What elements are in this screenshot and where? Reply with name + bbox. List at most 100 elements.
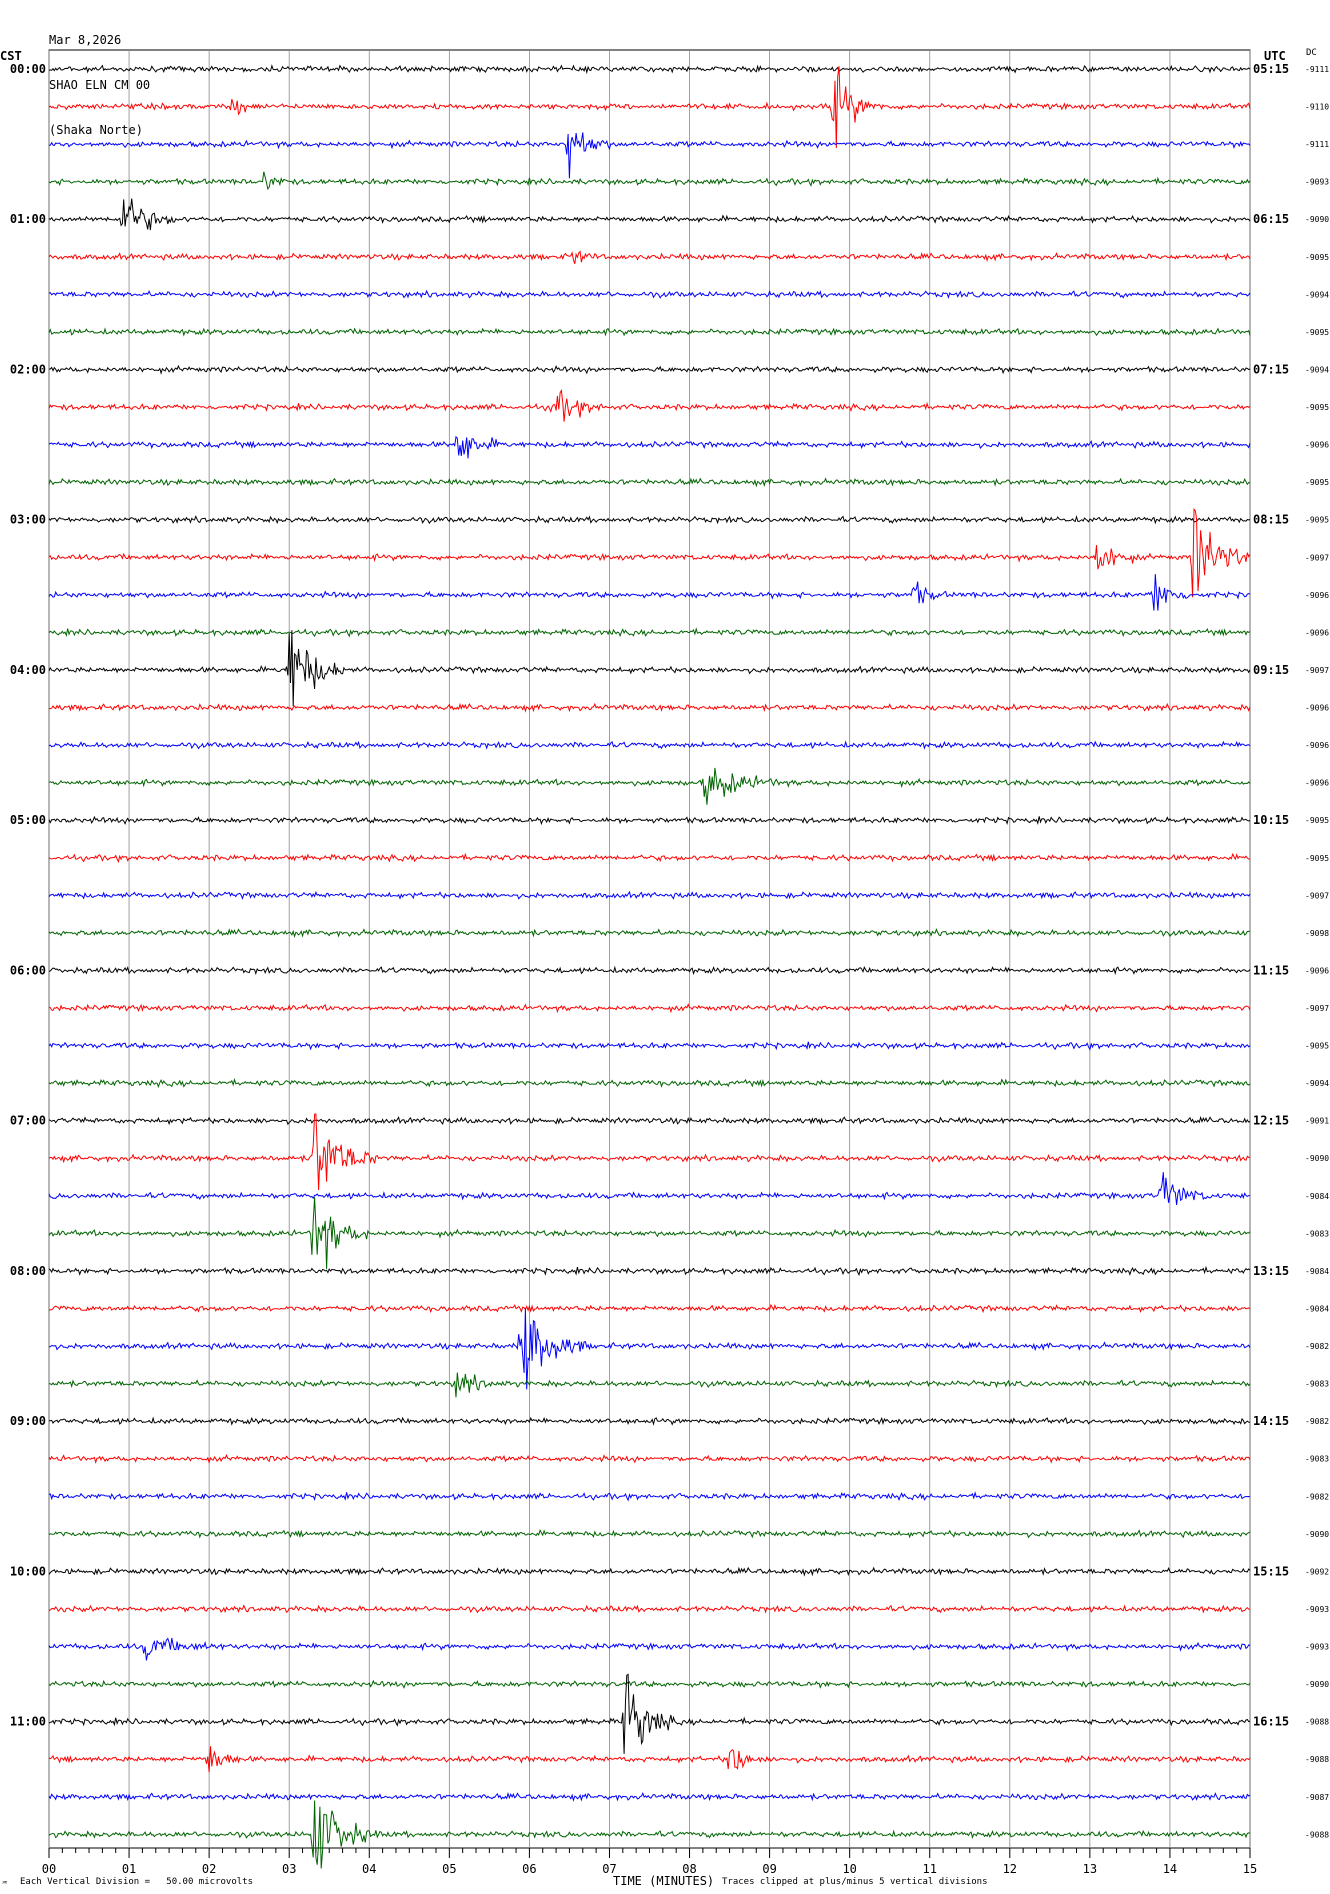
seismic-trace xyxy=(48,289,1251,300)
dc-offset-label: -9110 xyxy=(1305,103,1329,112)
seismic-trace xyxy=(48,1454,1251,1465)
clip-text: Traces clipped at plus/minus 5 vertical … xyxy=(722,1877,988,1887)
seismic-trace xyxy=(48,388,1251,422)
right-hour-label: 08:15 xyxy=(1253,513,1289,527)
left-hour-label: 00:00 xyxy=(10,62,46,76)
dc-offset-label: -9082 xyxy=(1305,1342,1329,1351)
dc-offset-label: -9097 xyxy=(1305,553,1329,562)
plot-frame xyxy=(48,49,1251,1849)
dc-offset-label: -9095 xyxy=(1305,1042,1329,1051)
seismic-trace xyxy=(48,64,1251,75)
seismic-trace xyxy=(48,1172,1250,1205)
seismic-trace xyxy=(48,66,1251,149)
x-tick-label: 07 xyxy=(602,1862,616,1876)
seismic-trace xyxy=(48,740,1251,750)
x-tick-label: 02 xyxy=(202,1862,216,1876)
right-timezone-label: UTC xyxy=(1264,49,1286,63)
dc-offset-label: -9087 xyxy=(1305,1793,1329,1802)
x-tick-label: 13 xyxy=(1083,1862,1097,1876)
left-hour-label: 02:00 xyxy=(10,362,46,376)
dc-offset-label: -9092 xyxy=(1305,1567,1329,1576)
right-hour-label: 16:15 xyxy=(1253,1715,1289,1729)
dc-offset-label: -9094 xyxy=(1305,290,1329,299)
seismic-trace xyxy=(48,890,1251,900)
dc-offset-label: -9096 xyxy=(1305,741,1329,750)
grid-layer xyxy=(48,49,1251,1858)
dc-offset-label: -9088 xyxy=(1305,1755,1329,1764)
seismic-trace xyxy=(48,1746,1251,1773)
seismic-trace xyxy=(48,327,1251,337)
dc-offset-label: -9095 xyxy=(1305,516,1329,525)
left-hour-label: 03:00 xyxy=(10,513,46,527)
seismic-trace xyxy=(48,630,1251,707)
right-hour-label: 07:15 xyxy=(1253,362,1289,376)
x-tick-label: 12 xyxy=(1003,1862,1017,1876)
left-hour-label: 10:00 xyxy=(10,1564,46,1578)
seismic-trace xyxy=(48,508,1251,598)
x-tick-label: 00 xyxy=(42,1862,56,1876)
x-tick-label: 11 xyxy=(923,1862,937,1876)
dc-offset-label: -9097 xyxy=(1305,666,1329,675)
dc-offset-label: -9090 xyxy=(1305,1530,1329,1539)
x-tick-label: 03 xyxy=(282,1862,296,1876)
seismic-trace xyxy=(48,815,1251,826)
x-tick-label: 06 xyxy=(522,1862,536,1876)
dc-offset-label: -9096 xyxy=(1305,441,1329,450)
station-label: SHAO ELN CM 00 xyxy=(49,78,151,92)
seismic-trace xyxy=(48,1003,1251,1014)
seismic-trace xyxy=(48,1529,1251,1539)
seismic-trace xyxy=(48,364,1251,375)
left-hour-label: 06:00 xyxy=(10,963,46,977)
dc-offset-label: -9084 xyxy=(1305,1267,1329,1276)
seismic-trace xyxy=(48,1637,1251,1661)
seismic-trace xyxy=(48,1115,1251,1126)
dc-offset-label: -9111 xyxy=(1305,65,1329,74)
x-axis-label: TIME (MINUTES) xyxy=(613,1874,715,1888)
seismic-trace xyxy=(48,1265,1251,1277)
dc-offset-label: -9111 xyxy=(1305,140,1329,149)
dc-offset-label: -9083 xyxy=(1305,1229,1329,1238)
seismic-trace xyxy=(48,198,1251,231)
x-tick-label: 09 xyxy=(762,1862,776,1876)
x-tick-label: 10 xyxy=(842,1862,856,1876)
dc-offset-label: -9095 xyxy=(1305,253,1329,262)
trace-layer xyxy=(48,64,1251,1869)
seismic-trace xyxy=(49,1308,1251,1390)
dc-offset-label: -9090 xyxy=(1305,1680,1329,1689)
header-block: Mar 8,2026 SHAO ELN CM 00 (Shaka Norte) xyxy=(49,3,150,153)
seismic-trace xyxy=(48,1303,1251,1314)
left-timezone-label: CST xyxy=(0,49,22,63)
label-layer: 00 01 02 03 04 05 06 07 08 09 10 11 12 13 14 15 -9111 -91… xyxy=(10,62,1329,1876)
dc-offset-label: -9094 xyxy=(1305,1079,1329,1088)
right-hour-label: 11:15 xyxy=(1253,963,1289,977)
dc-offset-label: -9095 xyxy=(1305,403,1329,412)
location-label: (Shaka Norte) xyxy=(49,123,143,137)
seismic-trace xyxy=(48,1041,1251,1051)
right-hour-label: 05:15 xyxy=(1253,62,1289,76)
seismic-trace xyxy=(48,1673,1251,1754)
seismic-trace xyxy=(48,1372,1251,1398)
right-hour-label: 06:15 xyxy=(1253,212,1289,226)
left-hour-label: 08:00 xyxy=(10,1264,46,1278)
dc-offset-label: -9095 xyxy=(1305,328,1329,337)
dc-offset-label: -9083 xyxy=(1305,1455,1329,1464)
seismic-trace xyxy=(48,132,1251,179)
x-tick-label: 08 xyxy=(682,1862,696,1876)
dc-offset-label: -9095 xyxy=(1305,478,1329,487)
x-tick-label: 05 xyxy=(442,1862,456,1876)
x-tick-label: 01 xyxy=(122,1862,136,1876)
right-hour-label: 09:15 xyxy=(1253,663,1289,677)
dc-offset-label: -9097 xyxy=(1305,891,1329,900)
seismic-trace xyxy=(48,171,1251,191)
seismic-trace xyxy=(48,1800,1251,1869)
seismic-trace xyxy=(48,928,1251,939)
dc-offset-label: -9093 xyxy=(1305,1643,1329,1652)
seismic-trace xyxy=(48,1566,1251,1577)
dc-offset-label: -9084 xyxy=(1305,1192,1329,1201)
seismic-trace xyxy=(48,1491,1251,1502)
dc-offset-label: -9094 xyxy=(1305,365,1329,374)
x-tick-label: 04 xyxy=(362,1862,376,1876)
seismic-trace xyxy=(48,1197,1251,1269)
seismic-trace xyxy=(48,477,1251,488)
